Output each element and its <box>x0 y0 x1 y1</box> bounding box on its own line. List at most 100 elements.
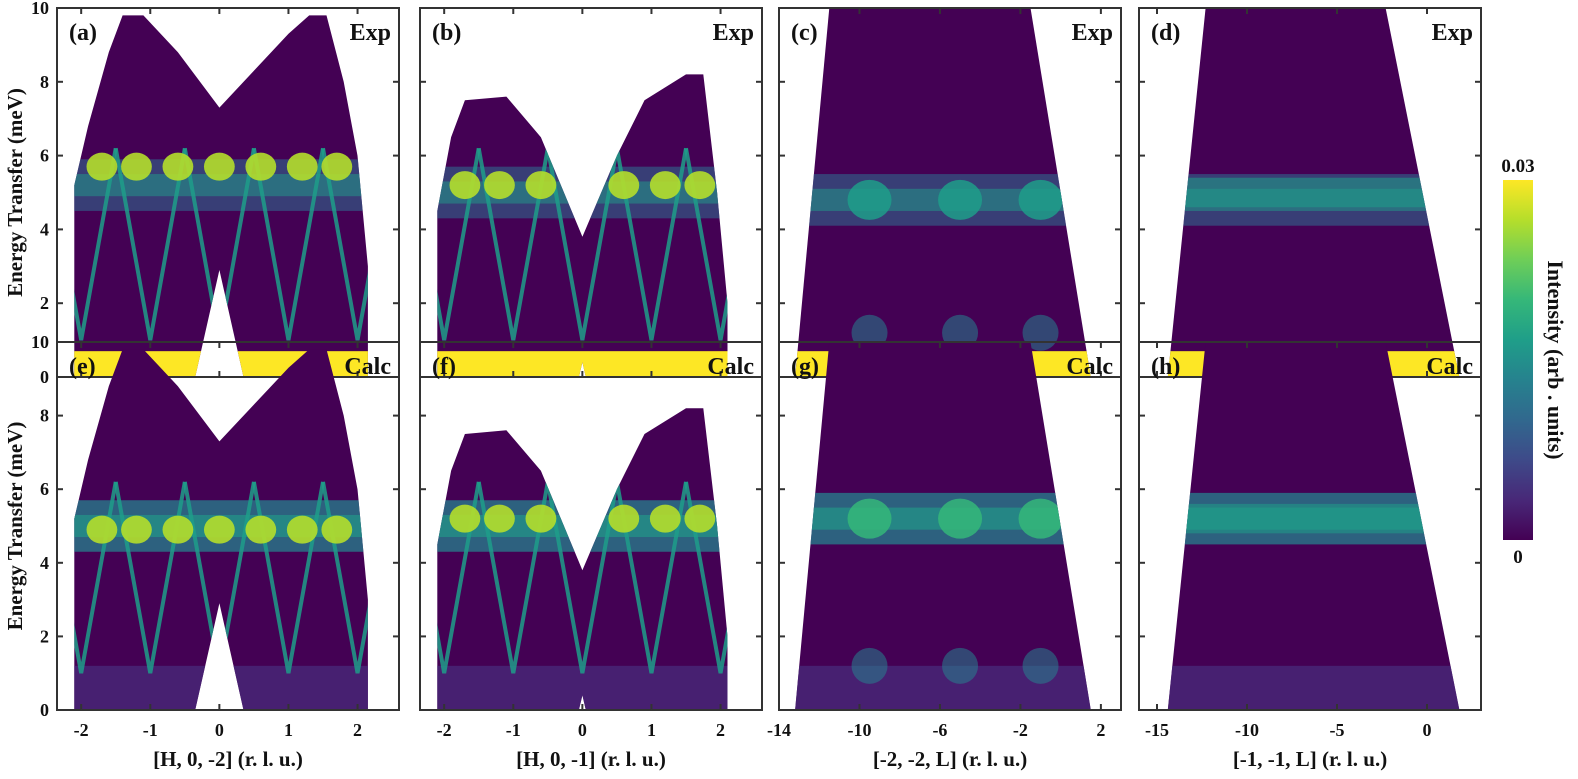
heatmap-region <box>1167 342 1460 710</box>
panel-d: (d) Exp <box>1138 7 1482 378</box>
intensity-peak <box>203 515 235 544</box>
axes-frame <box>56 7 400 378</box>
axes-frame <box>419 7 763 378</box>
intensity-peak <box>86 152 118 181</box>
panel-f: -2 -1 0 1 2 (f) Calc [H, 0, -1] (r. l. u.) <box>419 341 763 771</box>
x-tick-label: 1 <box>647 720 656 740</box>
heatmap-region <box>74 349 368 710</box>
panel-tag: (e) <box>69 354 96 380</box>
dispersion-branch <box>74 481 118 674</box>
dispersion-branch <box>476 481 550 674</box>
intensity-peak <box>684 504 716 533</box>
x-tick-label: -1 <box>143 720 158 740</box>
intensity-peak <box>121 152 152 181</box>
y-tick-label: 8 <box>40 72 49 92</box>
panel-kind-label: Calc <box>707 354 754 380</box>
dispersion-branch <box>476 147 550 341</box>
heatmap-region <box>1167 8 1460 377</box>
x-axis-label: [-2, -2, L] (r. l. u.) <box>873 747 1027 771</box>
axes-frame <box>778 341 1122 711</box>
heatmap-region <box>437 408 728 710</box>
dispersion-branch <box>251 481 325 674</box>
axes-frame <box>419 341 763 711</box>
heatmap-region <box>795 8 1091 377</box>
intensity-peak <box>525 504 557 533</box>
intensity-peak <box>525 171 557 200</box>
intensity-peak <box>203 152 235 181</box>
x-axis-label: [H, 0, -2] (r. l. u.) <box>153 747 303 771</box>
panel-tag: (g) <box>791 354 819 380</box>
dispersion-branch <box>614 147 688 341</box>
intensity-peak <box>847 498 892 539</box>
intensity-peak <box>449 504 481 533</box>
x-tick-label: -10 <box>1235 720 1259 740</box>
panel-kind-label: Calc <box>344 354 391 380</box>
colorbar: 0.03 0 Intensity (arb . units) <box>1501 156 1568 568</box>
intensity-peak <box>566 504 598 533</box>
dispersion-branch <box>545 147 619 341</box>
x-axis-label: [H, 0, -1] (r. l. u.) <box>516 747 666 771</box>
y-tick-label: 0 <box>40 700 49 720</box>
panel-kind-label: Calc <box>1066 354 1113 380</box>
y-axis-label: Energy Transfer (meV) <box>3 88 27 297</box>
panel-c: (c) Exp <box>778 7 1122 378</box>
dispersion-branch <box>321 481 368 674</box>
dispersion-branch <box>684 147 728 341</box>
x-tick-label: 0 <box>1423 720 1432 740</box>
intensity-peak <box>938 498 983 539</box>
dispersion-branch <box>437 481 481 674</box>
x-tick-label: 1 <box>284 720 293 740</box>
intensity-peak <box>938 179 983 220</box>
intensity-peak <box>649 171 681 200</box>
panel-h: -15 -10 -5 0 (h) Calc [-1, -1, L] (r. l. u.) <box>1138 341 1482 771</box>
heatmap-region <box>437 74 728 377</box>
intensity-peak <box>162 515 194 544</box>
intensity-peak <box>286 515 318 544</box>
colorbar-label: Intensity (arb . units) <box>1543 260 1568 459</box>
dispersion-branch <box>684 481 728 674</box>
panel-kind-label: Exp <box>350 20 391 46</box>
intensity-peak <box>162 152 194 181</box>
heatmap-region <box>795 342 1091 710</box>
intensity-peak <box>86 515 118 544</box>
x-tick-label: 2 <box>716 720 725 740</box>
colorbar-min-label: 0 <box>1513 547 1523 568</box>
dispersion-branch <box>113 147 187 341</box>
x-tick-label: -2 <box>437 720 452 740</box>
x-tick-label: -5 <box>1330 720 1345 740</box>
x-tick-label: 2 <box>353 720 362 740</box>
panel-tag: (b) <box>432 20 461 46</box>
panel-kind-label: Exp <box>713 20 754 46</box>
dispersion-branch <box>113 481 187 674</box>
y-tick-label: 0 <box>40 367 49 387</box>
y-tick-label: 4 <box>40 553 49 573</box>
dispersion-branch <box>437 147 481 341</box>
panel-kind-label: Exp <box>1432 20 1473 46</box>
x-tick-label: -14 <box>767 720 791 740</box>
y-tick-label: 4 <box>40 219 49 239</box>
y-tick-label: 10 <box>31 0 49 18</box>
y-axis-label: Energy Transfer (meV) <box>3 422 27 631</box>
panel-tag: (f) <box>432 354 456 380</box>
x-tick-label: 0 <box>215 720 224 740</box>
x-tick-label: -2 <box>1013 720 1028 740</box>
intensity-peak <box>245 152 277 181</box>
dispersion-branch <box>321 147 368 341</box>
y-tick-label: 6 <box>40 146 49 166</box>
x-tick-label: -1 <box>506 720 521 740</box>
panel-tag: (a) <box>69 20 97 46</box>
panel-a: 0 2 4 6 8 10 (a) Exp Energy Transfer (meV) <box>3 0 400 387</box>
x-tick-label: -6 <box>932 720 947 740</box>
intensity-peak <box>608 171 640 200</box>
x-tick-label: -2 <box>74 720 89 740</box>
intensity-peak <box>1018 179 1063 220</box>
panel-b: (b) Exp <box>419 7 763 378</box>
panel-kind-label: Exp <box>1072 20 1113 46</box>
x-tick-label: 0 <box>578 720 587 740</box>
y-tick-label: 10 <box>31 332 49 352</box>
y-tick-label: 2 <box>40 626 49 646</box>
dispersion-branch <box>545 481 619 674</box>
intensity-peak <box>608 504 640 533</box>
intensity-peak <box>449 171 481 200</box>
x-tick-label: 2 <box>1096 720 1105 740</box>
